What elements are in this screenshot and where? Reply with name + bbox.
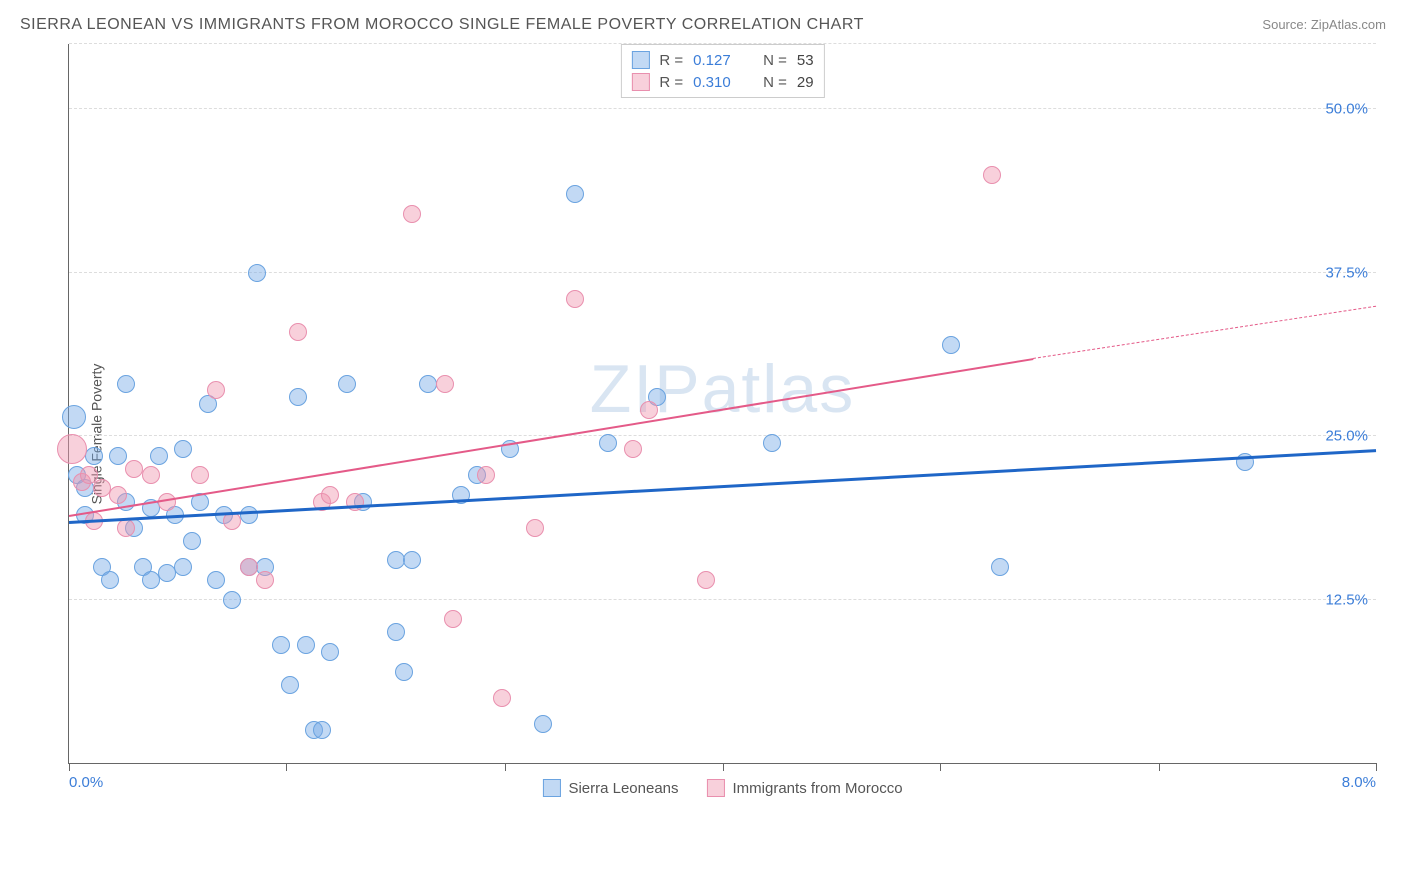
data-point <box>419 375 437 393</box>
data-point <box>403 551 421 569</box>
y-tick-label: 12.5% <box>1325 591 1368 608</box>
data-point <box>207 571 225 589</box>
data-point <box>566 185 584 203</box>
r-value-b: 0.310 <box>693 74 743 91</box>
data-point <box>101 571 119 589</box>
x-tick <box>286 763 287 771</box>
data-point <box>387 551 405 569</box>
data-point <box>93 479 111 497</box>
chart-title: SIERRA LEONEAN VS IMMIGRANTS FROM MOROCC… <box>20 16 864 34</box>
data-point <box>991 558 1009 576</box>
data-point <box>624 440 642 458</box>
data-point <box>256 571 274 589</box>
data-point <box>321 486 339 504</box>
data-point <box>566 290 584 308</box>
n-value-a: 53 <box>797 52 814 69</box>
data-point <box>387 623 405 641</box>
data-point <box>640 401 658 419</box>
data-point <box>240 558 258 576</box>
legend: Sierra Leoneans Immigrants from Morocco <box>542 779 902 797</box>
data-point <box>158 564 176 582</box>
x-tick <box>723 763 724 771</box>
data-point <box>142 466 160 484</box>
data-point <box>248 264 266 282</box>
gridline <box>69 435 1376 436</box>
data-point <box>942 336 960 354</box>
data-point <box>493 689 511 707</box>
data-point <box>526 519 544 537</box>
data-point <box>403 205 421 223</box>
x-tick <box>940 763 941 771</box>
data-point <box>289 388 307 406</box>
data-point <box>477 466 495 484</box>
data-point <box>395 663 413 681</box>
x-axis-max-label: 8.0% <box>1342 774 1376 791</box>
data-point <box>57 434 87 464</box>
data-point <box>174 558 192 576</box>
swatch-series-a <box>631 51 649 69</box>
data-point <box>281 676 299 694</box>
plot-area: ZIPatlas R = 0.127 N = 53 R = 0.310 N = … <box>68 44 1376 764</box>
data-point <box>983 166 1001 184</box>
data-point <box>599 434 617 452</box>
data-point <box>125 460 143 478</box>
data-point <box>436 375 454 393</box>
data-point <box>109 486 127 504</box>
stats-row-series-a: R = 0.127 N = 53 <box>631 49 813 71</box>
scatter-chart: Single Female Poverty ZIPatlas R = 0.127… <box>20 44 1386 824</box>
data-point <box>763 434 781 452</box>
y-tick-label: 37.5% <box>1325 264 1368 281</box>
legend-item-b: Immigrants from Morocco <box>707 779 903 797</box>
source-link[interactable]: ZipAtlas.com <box>1311 17 1386 32</box>
source-attribution: Source: ZipAtlas.com <box>1262 17 1386 32</box>
y-tick-label: 25.0% <box>1325 428 1368 445</box>
x-axis-min-label: 0.0% <box>69 774 103 791</box>
x-tick <box>1159 763 1160 771</box>
n-value-b: 29 <box>797 74 814 91</box>
data-point <box>534 715 552 733</box>
data-point <box>289 323 307 341</box>
data-point <box>191 466 209 484</box>
trend-line <box>69 449 1376 524</box>
correlation-stats-box: R = 0.127 N = 53 R = 0.310 N = 29 <box>620 44 824 98</box>
gridline <box>69 43 1376 44</box>
data-point <box>313 721 331 739</box>
data-point <box>174 440 192 458</box>
data-point <box>150 447 168 465</box>
data-point <box>62 405 86 429</box>
data-point <box>240 506 258 524</box>
watermark: ZIPatlas <box>590 350 855 428</box>
x-tick <box>69 763 70 771</box>
x-tick <box>1376 763 1377 771</box>
data-point <box>338 375 356 393</box>
data-point <box>207 381 225 399</box>
data-point <box>183 532 201 550</box>
data-point <box>117 375 135 393</box>
data-point <box>272 636 290 654</box>
legend-swatch-b <box>707 779 725 797</box>
data-point <box>223 591 241 609</box>
stats-row-series-b: R = 0.310 N = 29 <box>631 71 813 93</box>
data-point <box>444 610 462 628</box>
data-point <box>297 636 315 654</box>
gridline <box>69 108 1376 109</box>
trend-line <box>1033 305 1376 358</box>
data-point <box>142 571 160 589</box>
data-point <box>117 519 135 537</box>
data-point <box>321 643 339 661</box>
data-point <box>109 447 127 465</box>
legend-item-a: Sierra Leoneans <box>542 779 678 797</box>
swatch-series-b <box>631 73 649 91</box>
r-value-a: 0.127 <box>693 52 743 69</box>
legend-swatch-a <box>542 779 560 797</box>
y-tick-label: 50.0% <box>1325 101 1368 118</box>
data-point <box>697 571 715 589</box>
gridline <box>69 599 1376 600</box>
x-tick <box>505 763 506 771</box>
